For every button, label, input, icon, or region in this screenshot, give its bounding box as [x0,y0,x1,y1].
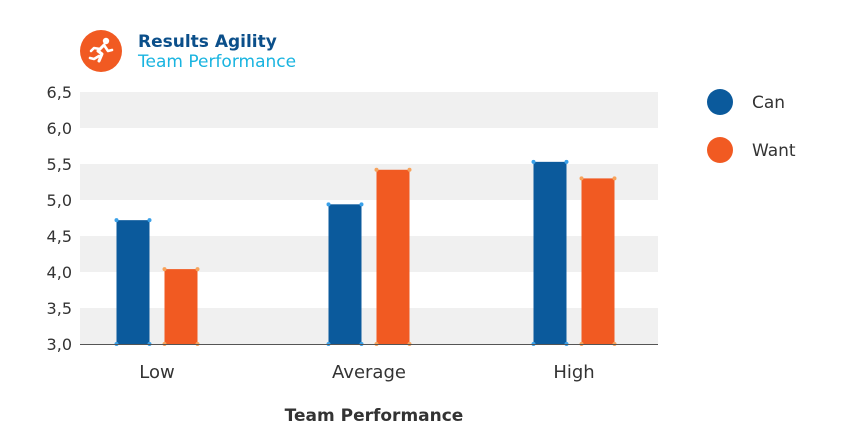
x-tick-label: High [553,362,594,383]
bar-corner-dot [612,176,617,181]
bar-corner-dot [326,202,331,207]
bar-corner-dot [359,202,364,207]
bar-corner-dot [374,167,379,172]
bar-want-low [164,269,198,344]
bar-corner-dot [407,167,412,172]
y-tick-label: 3,0 [47,335,72,354]
bar-corner-dot [579,176,584,181]
bar-corner-dot [147,218,152,223]
y-tick-label: 4,0 [47,263,72,282]
y-axis-ticks: 3,0 3,5 4,0 4,5 5,0 5,5 6,0 6,5 [47,83,72,354]
bar-corner-dot [114,218,119,223]
grid-band [80,92,658,128]
legend-label-can: Can [752,93,785,113]
bar-corner-dot [195,267,200,272]
bar-can-low [116,220,150,344]
y-tick-label: 4,5 [47,227,72,246]
grid-band [80,164,658,200]
y-tick-label: 3,5 [47,299,72,318]
legend: Can Want [707,89,796,163]
y-tick-label: 6,0 [47,119,72,138]
grid-band [80,236,658,272]
x-tick-label: Low [139,362,174,383]
x-tick-label: Average [332,362,406,383]
legend-swatch-can [707,89,733,115]
legend-swatch-want [707,137,733,163]
brand-title: Results Agility [138,32,277,52]
bars [114,159,617,346]
bar-corner-dot [564,159,569,164]
bar-can-high [533,161,567,344]
bar-corner-dot [531,159,536,164]
brand-subtitle: Team Performance [138,52,297,72]
bar-want-high [581,178,615,344]
y-tick-label: 5,5 [47,155,72,174]
bar-want-average [376,169,410,344]
bar-corner-dot [162,267,167,272]
x-axis-categories: Low Average High [139,362,594,383]
y-tick-label: 5,0 [47,191,72,210]
x-axis-label: Team Performance [285,406,464,426]
y-tick-label: 6,5 [47,83,72,102]
bar-can-average [328,204,362,344]
running-person-icon [80,30,122,72]
legend-label-want: Want [752,141,796,161]
